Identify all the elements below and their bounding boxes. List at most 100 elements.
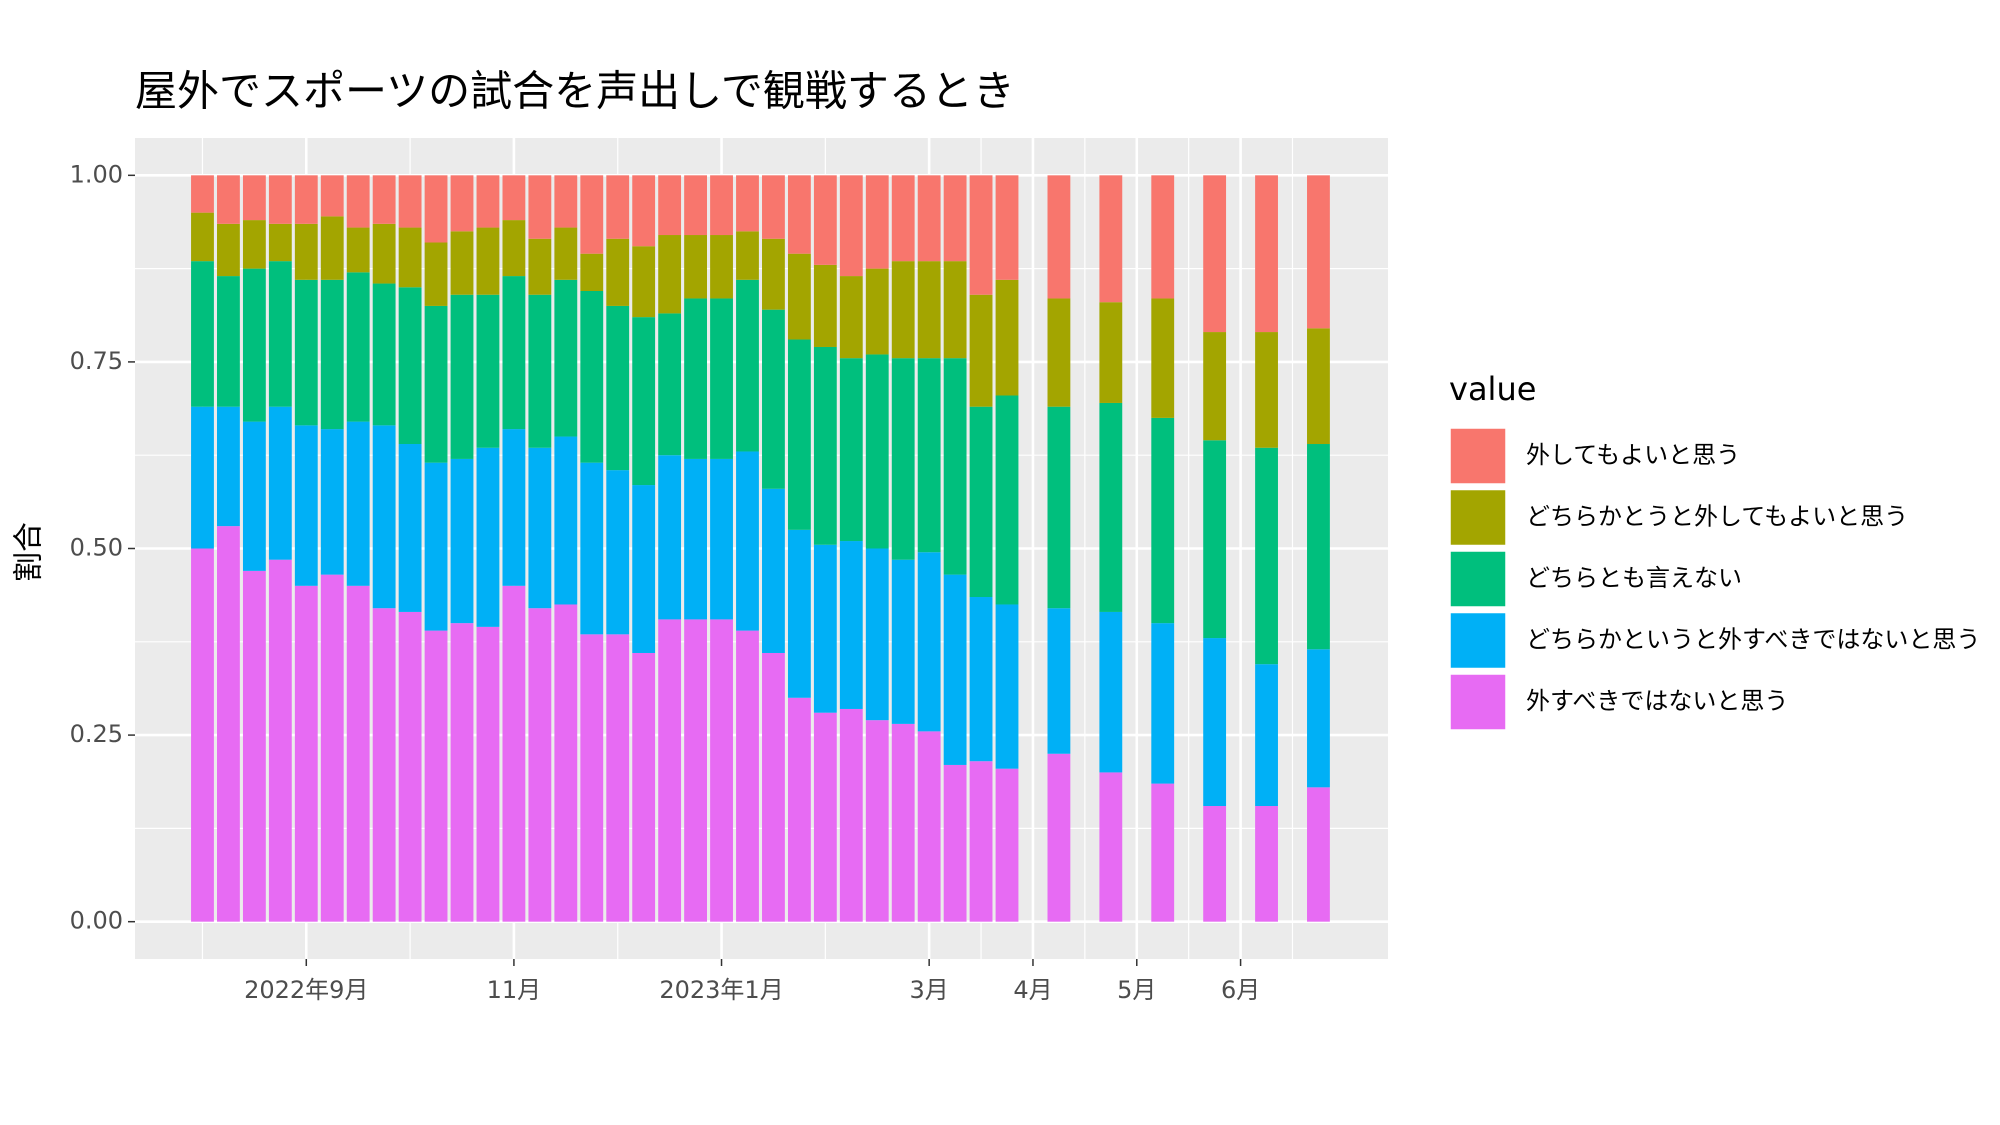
bar-segment — [943, 358, 967, 575]
bar-segment — [554, 604, 578, 922]
x-tick-label: 3月 — [910, 976, 949, 1004]
bar-segment — [1047, 406, 1071, 609]
bar-segment — [995, 768, 1019, 922]
bar-segment — [346, 227, 370, 273]
bar-segment — [424, 630, 448, 922]
legend-label: どちらとも言えない — [1526, 564, 1742, 592]
bar-segment — [242, 220, 266, 269]
bar-segment — [943, 574, 967, 765]
bar-segment — [476, 227, 500, 295]
bar-segment — [606, 238, 630, 306]
bar-segment — [762, 238, 785, 310]
bar-segment — [398, 287, 422, 445]
bar-segment — [424, 305, 448, 463]
bar-segment — [632, 485, 656, 653]
bar-segment — [268, 175, 292, 224]
bar-segment — [1255, 664, 1278, 806]
bar-segment — [502, 220, 526, 277]
bar-segment — [891, 559, 915, 724]
bar-segment — [580, 634, 604, 922]
bar-segment — [1203, 805, 1227, 922]
bar-segment — [736, 231, 759, 280]
x-tick-label: 5月 — [1117, 976, 1156, 1004]
bar-segment — [372, 425, 396, 609]
bar-segment — [294, 425, 318, 586]
bar-segment — [917, 552, 941, 732]
bar-segment — [554, 175, 578, 228]
bar-segment — [346, 421, 370, 586]
bar-segment — [1099, 175, 1123, 303]
bar-segment — [294, 585, 318, 922]
bar-segment — [320, 574, 344, 922]
bar-segment — [787, 697, 811, 922]
bar-segment — [710, 175, 733, 236]
x-tick-label: 11月 — [487, 976, 542, 1004]
bar-segment — [268, 261, 292, 407]
bar-segment — [242, 175, 266, 221]
bar-segment — [839, 541, 863, 709]
bar-segment — [969, 761, 993, 922]
bar-segment — [476, 294, 500, 448]
x-tick-label: 4月 — [1013, 976, 1052, 1004]
bar-segment — [710, 458, 733, 620]
bar-segment — [398, 175, 422, 228]
bar-segment — [865, 268, 889, 355]
bar-segment — [710, 619, 733, 922]
legend-label: どちらかというと外すべきではないと思う — [1526, 626, 1980, 654]
bar-segment — [502, 175, 526, 221]
bar-segment — [268, 223, 292, 262]
bar-segment — [398, 444, 422, 612]
bar-segment — [1255, 447, 1278, 665]
bar-segment — [580, 291, 604, 463]
bar-segment — [424, 462, 448, 631]
bar-segment — [217, 175, 240, 224]
bar-segment — [839, 175, 863, 277]
bar-segment — [1203, 175, 1227, 333]
bar-segment — [684, 458, 707, 620]
bar-segment — [1307, 444, 1330, 650]
bar-segment — [762, 175, 785, 239]
bar-segment — [372, 223, 396, 284]
bar-segment — [813, 346, 837, 545]
bar-segment — [787, 529, 811, 698]
bar-segment — [191, 548, 214, 922]
bar-segment — [1151, 783, 1175, 922]
chart-title: 屋外でスポーツの試合を声出しで観戦するとき — [135, 67, 1015, 116]
bar-segment — [268, 559, 292, 922]
bar-segment — [528, 238, 552, 295]
bar-segment — [372, 608, 396, 922]
bar-segment — [1099, 772, 1123, 922]
bar-segment — [891, 358, 915, 560]
legend-label: 外してもよいと思う — [1526, 441, 1740, 469]
bar-segment — [787, 175, 811, 254]
bar-segment — [995, 395, 1019, 605]
legend-key — [1449, 550, 1507, 608]
legend-key — [1449, 488, 1507, 547]
bar-segment — [580, 462, 604, 635]
bar-segment — [528, 608, 552, 922]
bar-segment — [346, 585, 370, 922]
y-tick-label: 0.50 — [70, 534, 123, 562]
bar-segment — [736, 175, 759, 232]
bar-segment — [813, 544, 837, 713]
bar-segment — [684, 175, 707, 236]
bar-segment — [502, 429, 526, 586]
bar-segment — [813, 175, 837, 265]
bar-segment — [787, 253, 811, 340]
bar-segment — [1203, 332, 1227, 441]
bar-segment — [762, 488, 785, 653]
bar-segment — [1047, 175, 1071, 299]
bar-segment — [320, 175, 344, 217]
bar-segment — [1151, 298, 1175, 418]
bar-segment — [917, 261, 941, 359]
bar-segment — [1307, 328, 1330, 445]
bar-segment — [787, 339, 811, 530]
bar-segment — [1255, 805, 1278, 922]
bar-segment — [346, 175, 370, 228]
bar-segment — [839, 708, 863, 922]
bar-segment — [580, 253, 604, 292]
bar-segment — [736, 630, 759, 922]
bar-segment — [1047, 608, 1071, 754]
bar-segment — [606, 175, 630, 239]
